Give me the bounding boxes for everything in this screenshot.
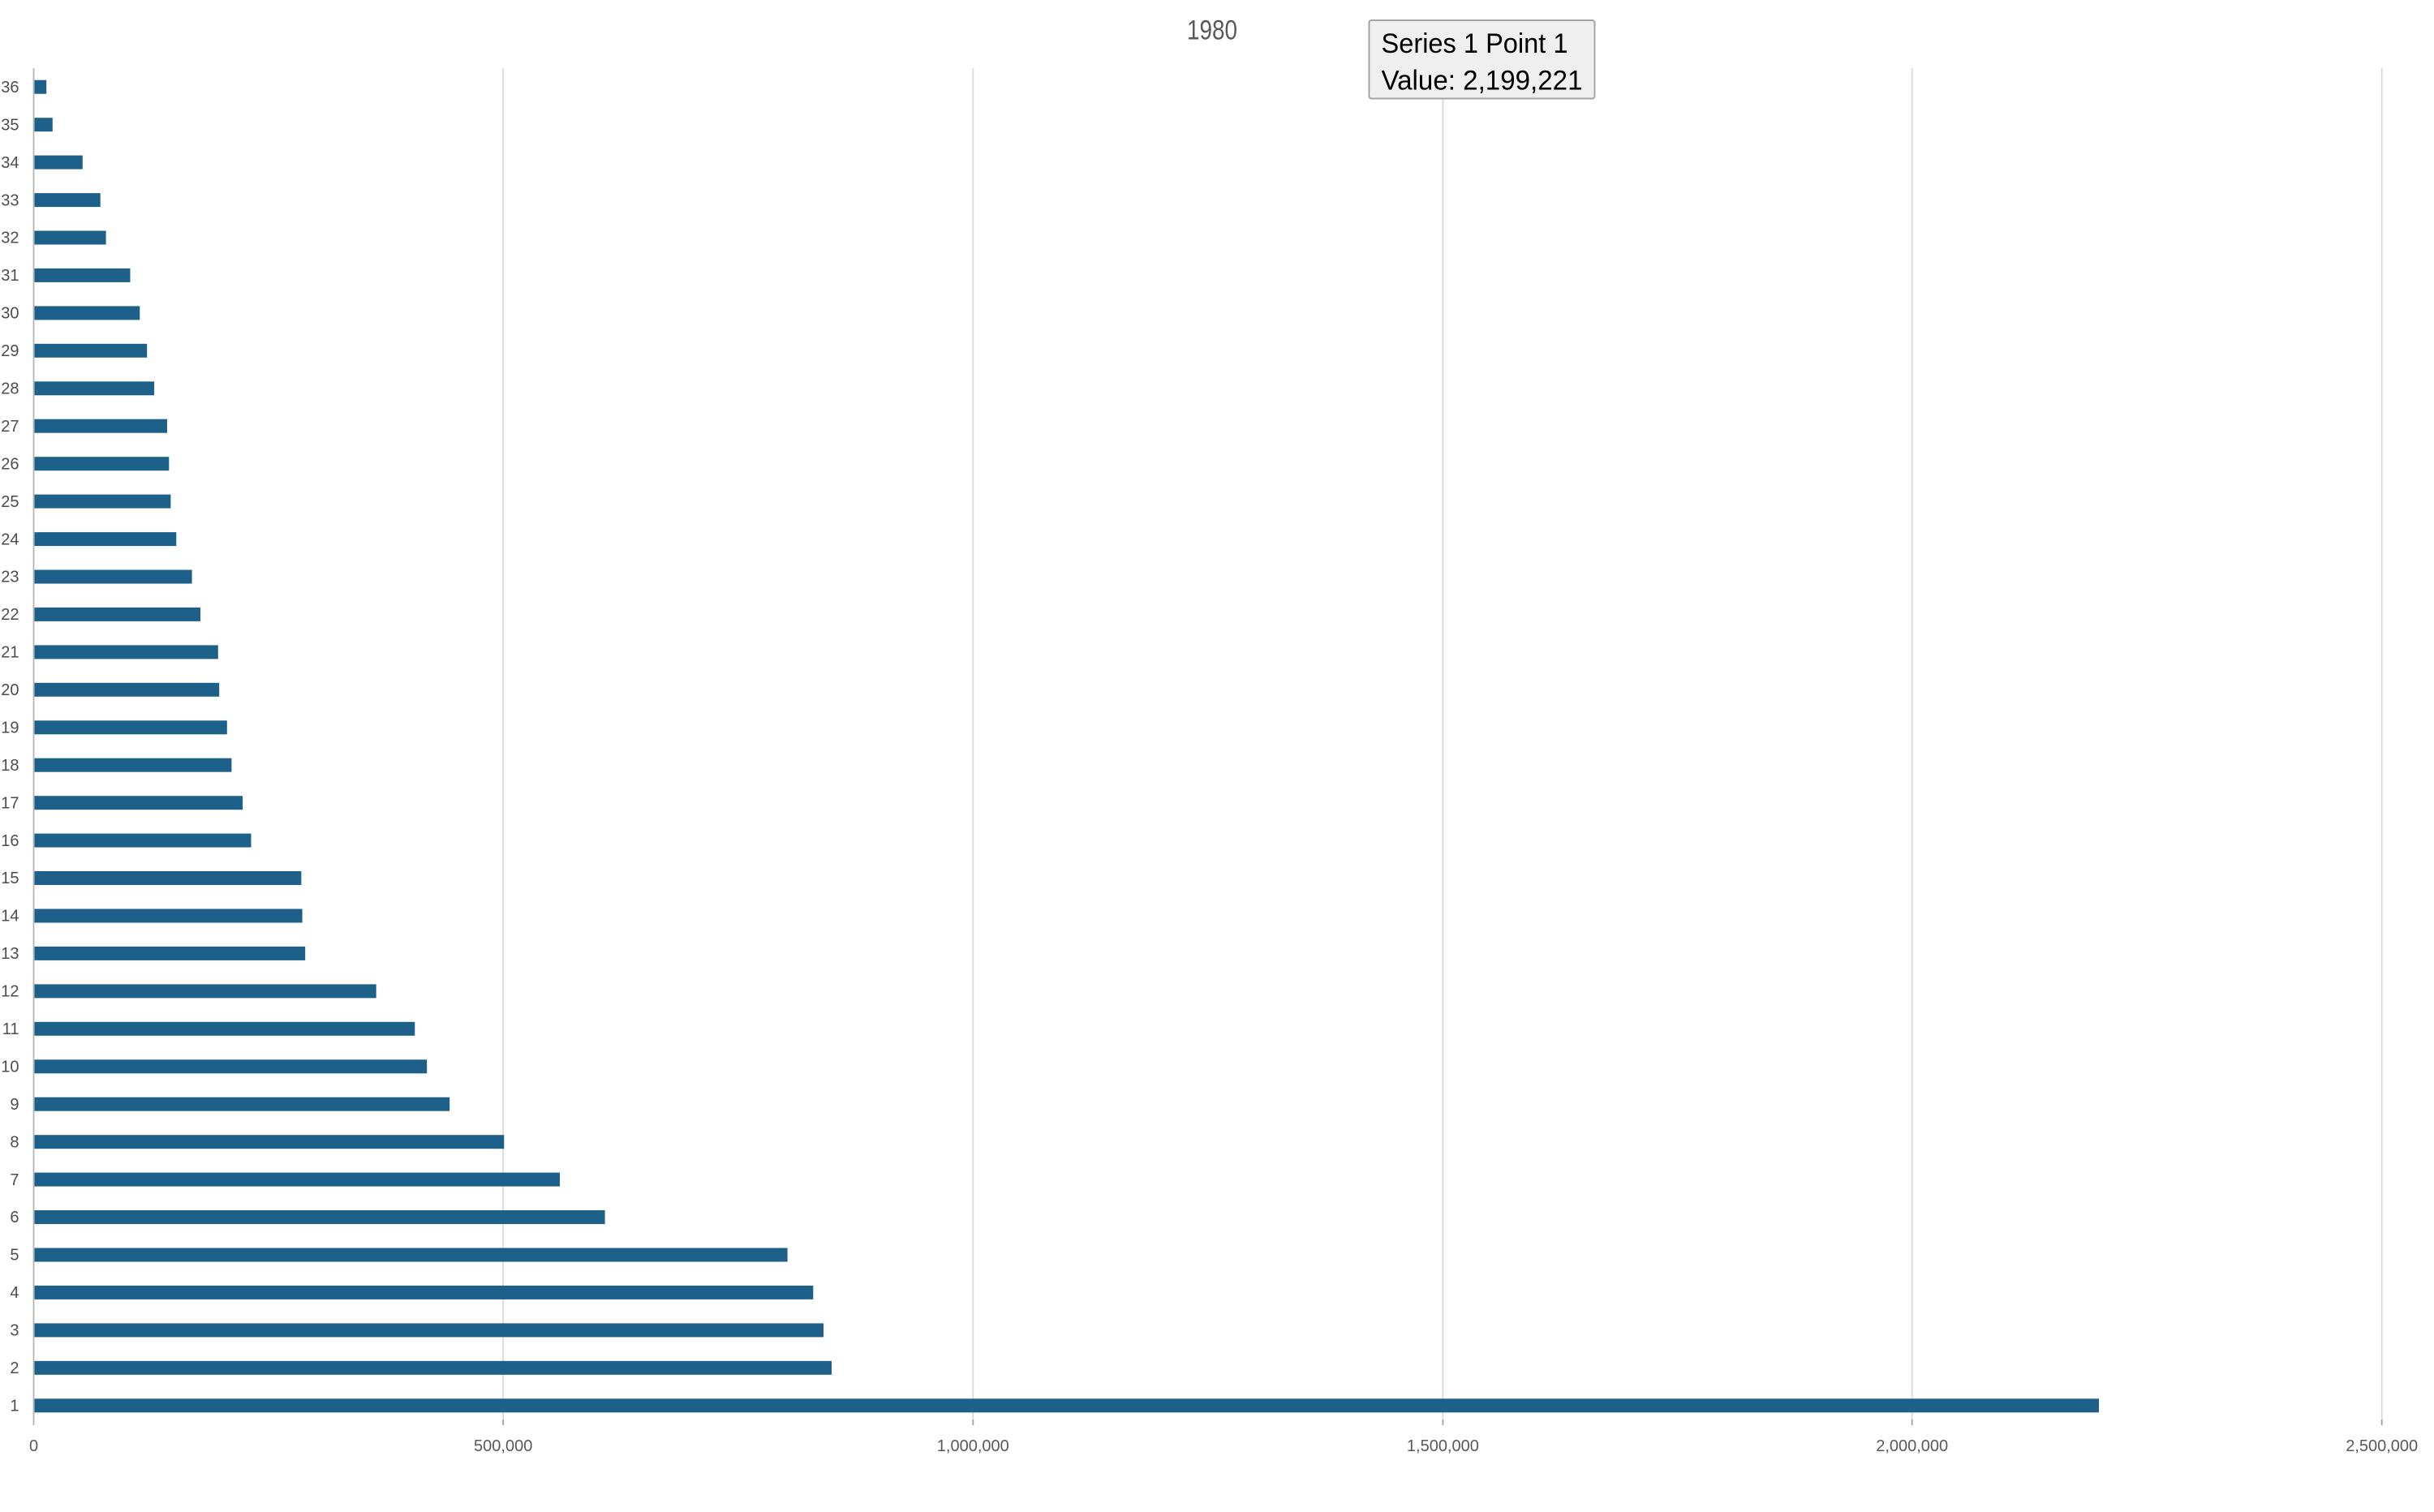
svg-text:2,000,000: 2,000,000 (1876, 1437, 1948, 1455)
svg-text:15: 15 (1, 870, 19, 887)
svg-text:1,000,000: 1,000,000 (937, 1437, 1009, 1455)
svg-text:28: 28 (1, 380, 19, 398)
svg-text:29: 29 (1, 342, 19, 360)
svg-text:14: 14 (1, 908, 19, 926)
svg-text:6: 6 (10, 1209, 19, 1226)
svg-text:16: 16 (1, 832, 19, 850)
svg-text:3: 3 (10, 1322, 19, 1340)
svg-text:27: 27 (1, 418, 19, 436)
svg-text:24: 24 (1, 530, 19, 548)
svg-text:23: 23 (1, 569, 19, 586)
svg-text:20: 20 (1, 681, 19, 699)
svg-text:26: 26 (1, 455, 19, 473)
svg-text:4: 4 (10, 1284, 19, 1302)
svg-text:9: 9 (10, 1096, 19, 1114)
svg-text:500,000: 500,000 (474, 1437, 532, 1455)
svg-text:Series 1 Point 1: Series 1 Point 1 (1382, 28, 1568, 59)
svg-text:5: 5 (10, 1247, 19, 1265)
svg-text:12: 12 (1, 983, 19, 1001)
svg-text:2: 2 (10, 1360, 19, 1377)
svg-text:22: 22 (1, 606, 19, 624)
svg-text:33: 33 (1, 191, 19, 209)
svg-text:1980: 1980 (1187, 15, 1237, 46)
svg-text:17: 17 (1, 794, 19, 812)
svg-text:25: 25 (1, 493, 19, 511)
svg-text:34: 34 (1, 154, 19, 172)
svg-text:18: 18 (1, 757, 19, 775)
svg-text:2,500,000: 2,500,000 (2346, 1437, 2418, 1455)
svg-text:11: 11 (2, 1020, 19, 1038)
svg-text:30: 30 (1, 305, 19, 323)
svg-text:1,500,000: 1,500,000 (1407, 1437, 1479, 1455)
svg-text:Value: 2,199,221: Value: 2,199,221 (1382, 66, 1583, 97)
svg-text:32: 32 (1, 230, 19, 247)
svg-text:1: 1 (10, 1398, 19, 1415)
svg-text:36: 36 (1, 79, 19, 97)
svg-text:13: 13 (1, 945, 19, 963)
svg-text:35: 35 (1, 116, 19, 134)
svg-text:31: 31 (1, 267, 19, 285)
svg-text:8: 8 (10, 1133, 19, 1151)
svg-text:0: 0 (29, 1437, 38, 1455)
svg-text:7: 7 (10, 1171, 19, 1189)
svg-text:19: 19 (1, 719, 19, 737)
svg-text:21: 21 (1, 644, 19, 662)
svg-text:10: 10 (1, 1059, 19, 1076)
